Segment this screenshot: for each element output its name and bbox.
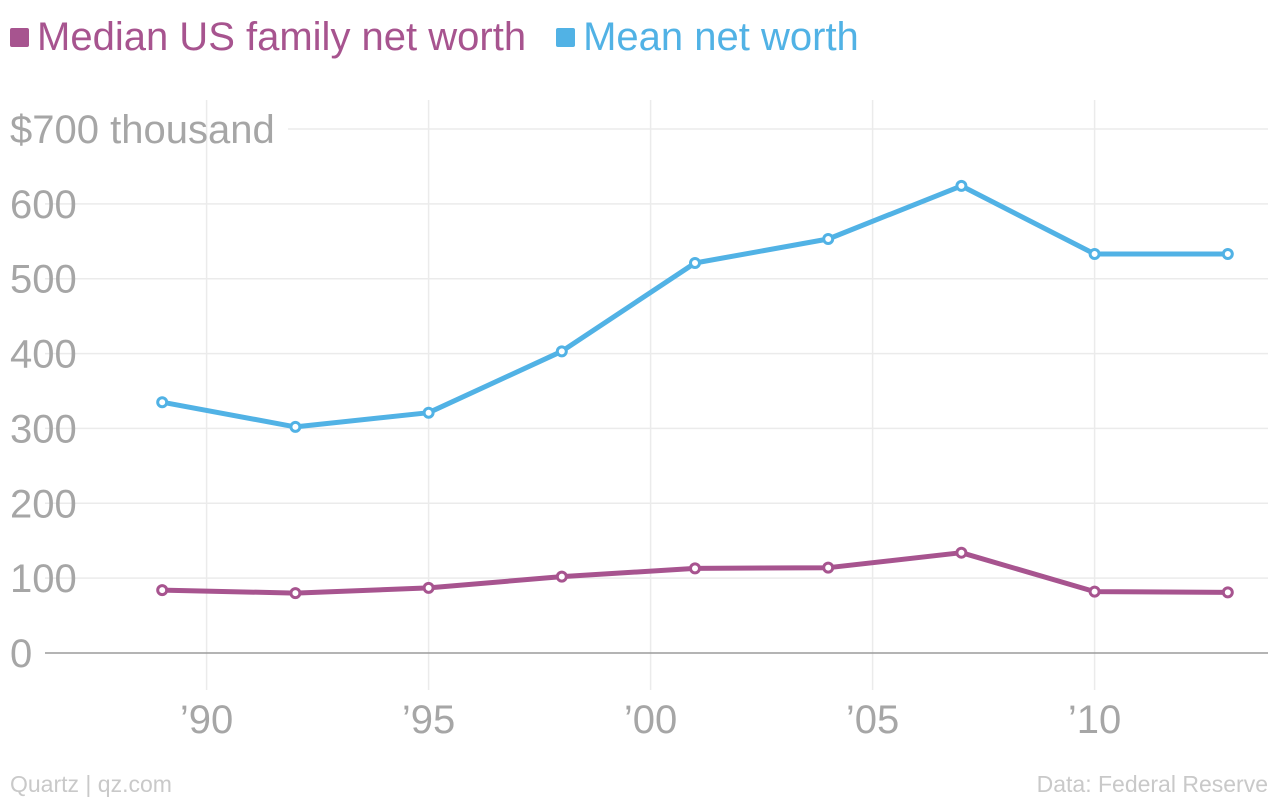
data-point-mean	[1221, 248, 1234, 261]
footer-credit: Quartz | qz.com	[10, 771, 172, 797]
legend-item-median: Median US family net worth	[10, 12, 526, 62]
tick-layer: 0 100 200 300 400 500 600 $700 thousand ’90 ’95 ’0…	[10, 108, 1121, 742]
y-tick-label: 0	[10, 632, 32, 676]
data-point-median	[955, 546, 968, 559]
data-point-median	[156, 584, 169, 597]
x-tick-label: ’95	[402, 698, 455, 742]
legend-label-median: Median US family net worth	[37, 15, 527, 59]
grid-layer	[45, 100, 1268, 690]
y-tick-label: 500	[10, 258, 77, 302]
data-point-mean	[1088, 248, 1101, 261]
series-line-mean	[159, 183, 1231, 430]
y-tick-label: 100	[10, 557, 77, 601]
data-point-median	[1221, 586, 1234, 599]
data-point-median	[555, 570, 568, 583]
legend-item-mean: Mean net worth	[556, 12, 859, 62]
y-tick-label: 300	[10, 407, 77, 451]
series-layer	[156, 179, 1234, 600]
legend-label-mean: Mean net worth	[583, 15, 859, 59]
x-tick-label: ’00	[624, 698, 677, 742]
data-point-median	[289, 587, 302, 600]
data-point-mean	[289, 420, 302, 433]
data-point-mean	[955, 179, 968, 192]
data-point-mean	[555, 345, 568, 358]
data-point-mean	[156, 396, 169, 409]
data-point-median	[689, 562, 701, 575]
footer-source: Data: Federal Reserve	[1036, 771, 1268, 797]
x-tick-label: ’10	[1068, 698, 1121, 742]
x-tick-label: ’05	[846, 698, 899, 742]
x-tick-label: ’90	[180, 698, 233, 742]
y-tick-label: 200	[10, 482, 77, 526]
y-tick-label: $700 thousand	[10, 108, 275, 152]
y-tick-label: 600	[10, 183, 77, 227]
legend: Median US family net worth Mean net wort…	[10, 12, 859, 62]
data-point-mean	[422, 406, 435, 419]
y-tick-label: 400	[10, 333, 77, 377]
legend-swatch-median	[10, 27, 29, 47]
legend-swatch-mean	[556, 27, 576, 47]
data-point-median	[422, 581, 435, 594]
data-point-median	[1088, 585, 1101, 598]
data-point-median	[822, 561, 835, 574]
data-point-mean	[822, 233, 835, 246]
data-point-mean	[689, 256, 701, 269]
